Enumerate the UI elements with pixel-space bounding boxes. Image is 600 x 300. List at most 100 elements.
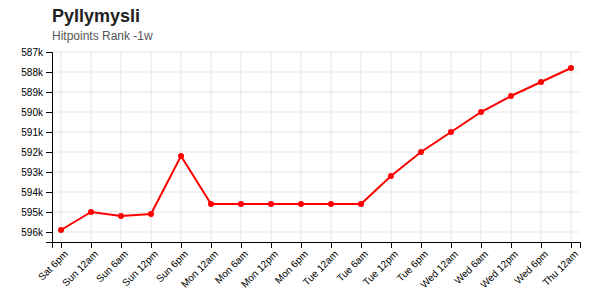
y-tick-mark xyxy=(46,192,52,193)
y-tick-label: 589k xyxy=(21,87,44,98)
x-tick-label: Sun 12am xyxy=(60,248,100,288)
grid-line xyxy=(451,52,452,242)
x-tick-mark xyxy=(271,242,272,248)
marks xyxy=(58,65,574,233)
y-tick-label: 594k xyxy=(21,187,44,198)
y-tick-mark xyxy=(46,72,52,73)
x-tick-mark xyxy=(421,242,422,248)
grid-line xyxy=(52,112,580,113)
grid-line xyxy=(511,52,512,242)
point xyxy=(568,65,574,71)
y-tick-label: 592k xyxy=(21,147,44,158)
grid-line xyxy=(52,212,580,213)
grid-line xyxy=(271,52,272,242)
y-tick: 594k xyxy=(21,187,52,198)
grid-line xyxy=(52,172,580,173)
x-tick-mark xyxy=(91,242,92,248)
point xyxy=(238,201,244,207)
y-tick-label: 593k xyxy=(21,167,44,178)
y-tick: 587k xyxy=(21,47,52,58)
point xyxy=(328,201,334,207)
y-tick-label: 596k xyxy=(21,227,44,238)
point xyxy=(118,213,124,219)
y-tick-mark xyxy=(46,52,52,53)
point xyxy=(268,201,274,207)
x-tick-mark xyxy=(331,242,332,248)
y-tick-label: 591k xyxy=(21,127,44,138)
x-tick: Tue 12pm xyxy=(361,242,400,288)
y-tick: 588k xyxy=(21,67,52,78)
point xyxy=(448,129,454,135)
grid-line xyxy=(391,52,392,242)
x-tick-label: Tue 12am xyxy=(301,248,340,287)
point xyxy=(88,209,94,215)
grid-line xyxy=(52,232,580,233)
x-tick: Mon 12pm xyxy=(239,242,280,290)
point xyxy=(178,153,184,159)
x-tick-label: Mon 12pm xyxy=(239,248,280,289)
x-tick-mark xyxy=(181,242,182,248)
x-tick-label: Wed 12am xyxy=(418,248,460,290)
y-tick: 590k xyxy=(21,107,52,118)
x-tick-mark xyxy=(241,242,242,248)
x-tick: Mon 12am xyxy=(179,242,220,290)
grid-line xyxy=(52,132,580,133)
chart: Pyllymysli Hitpoints Rank -1w 587k 588k 589k… xyxy=(0,0,600,300)
grid-line xyxy=(52,52,580,53)
grid-line xyxy=(241,52,242,242)
y-tick-label: 587k xyxy=(21,47,44,58)
x-tick-label: Mon 12am xyxy=(179,248,220,289)
point xyxy=(478,109,484,115)
x-tick-label: Wed 12pm xyxy=(478,248,520,290)
grid-line xyxy=(421,52,422,242)
point xyxy=(148,211,154,217)
grid-line xyxy=(52,72,580,73)
x-tick: Wed 12am xyxy=(418,242,460,290)
x-tick-mark xyxy=(151,242,152,248)
subtitle: Hitpoints Rank -1w xyxy=(52,29,153,43)
grid-line xyxy=(52,192,580,193)
x-tick-mark xyxy=(451,242,452,248)
title: Pyllymysli xyxy=(52,6,140,26)
point xyxy=(208,201,214,207)
x-tick-label: Tue 12pm xyxy=(361,248,400,287)
x-tick: Sun 12pm xyxy=(120,242,160,288)
x-tick: Tue 12am xyxy=(301,242,340,288)
y-tick-mark xyxy=(46,232,52,233)
y-tick: 593k xyxy=(21,167,52,178)
y-axis: 587k 588k 589k 590k 591k 592k 593k 594k 595k 596k xyxy=(21,47,52,243)
grid-line xyxy=(301,52,302,242)
point xyxy=(508,93,514,99)
x-axis: Sat 6pmSun 12amSun 6amSun 12pmSun 6pmMon… xyxy=(36,242,581,290)
y-tick: 592k xyxy=(21,147,52,158)
y-tick-label: 595k xyxy=(21,207,44,218)
y-tick: 595k xyxy=(21,207,52,218)
y-axis-line xyxy=(46,53,53,243)
grid-line xyxy=(61,52,62,242)
y-tick-mark xyxy=(46,112,52,113)
x-tick-mark xyxy=(511,242,512,248)
x-tick-label: Sun 12pm xyxy=(120,248,160,288)
grid-line xyxy=(211,52,212,242)
y-tick: 596k xyxy=(21,227,52,238)
grid-line xyxy=(571,52,572,242)
grid-line xyxy=(331,52,332,242)
grid-line xyxy=(361,52,362,242)
x-tick-mark xyxy=(211,242,212,248)
point xyxy=(58,227,64,233)
point xyxy=(298,201,304,207)
grid-line xyxy=(481,52,482,242)
x-tick-mark xyxy=(481,242,482,248)
y-tick-mark xyxy=(46,152,52,153)
x-tick: Wed 12pm xyxy=(478,242,520,290)
y-tick-mark xyxy=(46,172,52,173)
y-tick: 591k xyxy=(21,127,52,138)
x-tick-label: Thu 12am xyxy=(540,248,580,288)
x-tick-mark xyxy=(541,242,542,248)
grid xyxy=(52,52,580,242)
x-tick-mark xyxy=(361,242,362,248)
point xyxy=(538,79,544,85)
x-tick-mark xyxy=(571,242,572,248)
y-tick-mark xyxy=(46,92,52,93)
point xyxy=(418,149,424,155)
